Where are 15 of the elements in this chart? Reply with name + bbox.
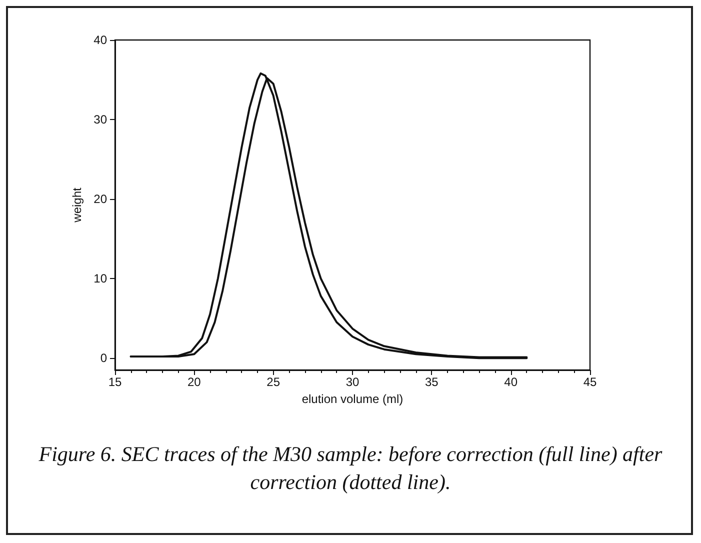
x-axis-title: elution volume (ml) — [302, 392, 404, 406]
x-tick-label: 25 — [266, 375, 280, 389]
y-tick-label: 40 — [94, 33, 108, 47]
x-tick-label: 20 — [187, 375, 202, 389]
x-tick-label: 35 — [424, 375, 439, 389]
y-tick-label: 30 — [94, 112, 108, 127]
x-tick-label: 30 — [346, 375, 360, 389]
x-tick-label: 15 — [108, 375, 122, 389]
y-tick-label: 20 — [94, 192, 108, 206]
y-tick-label: 10 — [94, 272, 108, 286]
y-axis-title: weight — [70, 186, 84, 224]
y-tick-label: 0 — [100, 351, 108, 366]
x-tick-label: 40 — [504, 375, 518, 389]
x-tick-label: 45 — [583, 375, 597, 389]
caption: Figure 6. SEC traces of the M30 sample: before correction (full line) after correction (dotted line). — [38, 441, 664, 496]
